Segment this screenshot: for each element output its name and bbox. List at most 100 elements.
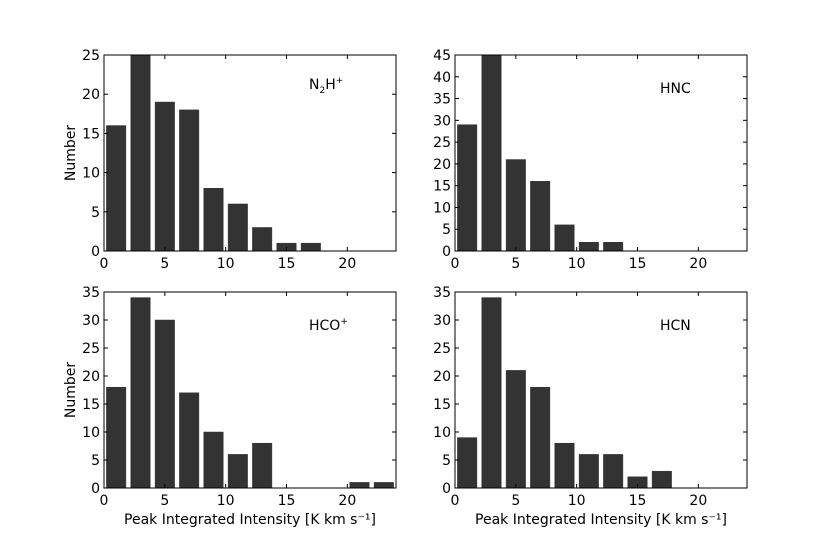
y-tick-label: 10	[433, 425, 451, 441]
y-tick-label: 35	[433, 285, 451, 301]
y-tick-label: 0	[91, 481, 100, 497]
bar-hco-2	[154, 319, 175, 489]
y-axis-label: Number	[63, 125, 79, 181]
bar-hnc-3	[530, 181, 551, 252]
y-tick-label: 20	[433, 157, 451, 173]
y-tick-label: 5	[442, 222, 451, 238]
x-tick-label: 0	[100, 493, 109, 509]
species-label-hco: HCO+	[309, 317, 348, 334]
x-tick-label: 5	[511, 256, 520, 272]
species-label-hnc: HNC	[660, 81, 691, 97]
y-tick-label: 15	[433, 397, 451, 413]
y-tick-label: 30	[433, 313, 451, 329]
x-tick-label: 15	[629, 493, 647, 509]
bar-hcn-4	[554, 442, 575, 489]
species-label-n2h: N2H+	[309, 76, 343, 96]
bar-hcn-8	[651, 470, 672, 489]
bar-hnc-0	[457, 124, 478, 252]
x-tick-label: 10	[568, 256, 586, 272]
panel-hnc: 0 5 10 15 20 0 5 10 15 20 25 30 35 40 45 HNC	[433, 48, 748, 272]
y-tick-label: 15	[433, 179, 451, 195]
bar-n2h-5	[227, 203, 248, 252]
y-tick-label: 25	[82, 341, 100, 357]
y-tick-label: 20	[82, 369, 100, 385]
axes-frame	[454, 54, 748, 252]
species-label-hcn: HCN	[660, 318, 691, 334]
bar-hnc-2	[505, 159, 526, 252]
bar-n2h-2	[154, 101, 175, 252]
panel-n2h: 0 5 10 15 20 0 5 10 15 20 25 N2H+ Number	[63, 48, 397, 272]
bar-hcn-5	[578, 454, 599, 489]
x-tick-label: 15	[629, 256, 647, 272]
y-tick-label: 40	[433, 70, 451, 86]
y-tick-label: 25	[433, 135, 451, 151]
bar-n2h-3	[179, 109, 200, 252]
bar-hcn-1	[481, 297, 502, 489]
panel-hcn: 0 5 10 15 20 0 5 10 15 20 25 30 35 HCN Peak Integrated…	[433, 285, 748, 528]
bar-hcn-6	[603, 454, 624, 489]
y-tick-label: 5	[91, 453, 100, 469]
x-tick-label: 10	[217, 256, 235, 272]
bar-hco-4	[203, 431, 224, 489]
axes-frame	[103, 54, 397, 252]
y-tick-label: 15	[82, 126, 100, 142]
bar-hnc-5	[578, 242, 599, 252]
x-axis-label: Peak Integrated Intensity [K km s⁻¹]	[124, 512, 376, 528]
y-tick-label: 35	[82, 285, 100, 301]
bar-n2h-6	[252, 227, 273, 252]
bar-hcn-3	[530, 386, 551, 489]
y-tick-label: 0	[91, 244, 100, 260]
y-tick-label: 30	[82, 313, 100, 329]
y-tick-label: 25	[433, 341, 451, 357]
bar-hnc-1	[481, 54, 502, 252]
bar-hco-11	[373, 482, 394, 489]
x-axis-label: Peak Integrated Intensity [K km s⁻¹]	[475, 512, 727, 528]
x-tick-label: 5	[511, 493, 520, 509]
bar-n2h-8	[300, 242, 321, 252]
y-tick-label: 20	[433, 369, 451, 385]
bar-hco-6	[252, 442, 273, 489]
x-tick-label: 0	[451, 256, 460, 272]
x-tick-label: 10	[217, 493, 235, 509]
y-tick-label: 10	[82, 166, 100, 182]
panels-container: 0 5 10 15 20 0 5 10 15 20 25 N2H+ Number 0 5 10 15 20 0 5 10…	[63, 48, 748, 528]
y-tick-label: 30	[433, 113, 451, 129]
y-axis-label: Number	[63, 362, 79, 418]
bar-hco-3	[179, 392, 200, 489]
bar-n2h-4	[203, 188, 224, 252]
x-tick-label: 10	[568, 493, 586, 509]
y-tick-label: 45	[433, 48, 451, 64]
x-tick-label: 5	[160, 256, 169, 272]
bar-hco-10	[349, 482, 370, 489]
y-tick-label: 10	[433, 200, 451, 216]
bar-n2h-1	[130, 54, 151, 252]
x-tick-label: 5	[160, 493, 169, 509]
bar-hco-5	[227, 454, 248, 489]
bar-hnc-4	[554, 224, 575, 252]
y-tick-label: 20	[82, 87, 100, 103]
bar-hco-0	[106, 386, 127, 489]
y-tick-label: 0	[442, 481, 451, 497]
x-tick-label: 15	[278, 493, 296, 509]
y-tick-label: 5	[442, 453, 451, 469]
y-tick-label: 25	[82, 48, 100, 64]
bar-hcn-2	[505, 370, 526, 489]
panel-hco: 0 5 10 15 20 0 5 10 15 20 25 30 35 HCO+ Peak Integrate…	[63, 285, 397, 528]
x-tick-label: 15	[278, 256, 296, 272]
x-tick-label: 20	[338, 256, 356, 272]
x-tick-label: 20	[689, 493, 707, 509]
x-tick-label: 20	[689, 256, 707, 272]
bar-n2h-0	[106, 125, 127, 252]
y-tick-label: 10	[82, 425, 100, 441]
y-tick-label: 15	[82, 397, 100, 413]
x-tick-label: 0	[100, 256, 109, 272]
axes-frame	[103, 291, 397, 489]
bar-hnc-6	[603, 242, 624, 252]
x-tick-label: 20	[338, 493, 356, 509]
y-tick-label: 0	[442, 244, 451, 260]
axes-frame	[454, 291, 748, 489]
y-tick-label: 5	[91, 205, 100, 221]
bar-hco-1	[130, 297, 151, 489]
x-tick-label: 0	[451, 493, 460, 509]
